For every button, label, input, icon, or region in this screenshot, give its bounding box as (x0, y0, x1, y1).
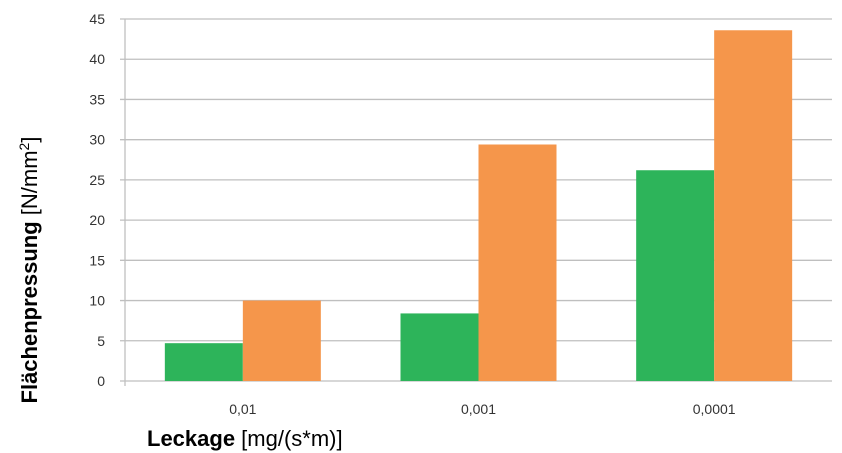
y-tick-label: 25 (89, 172, 105, 188)
bar-series2-1 (242, 300, 321, 381)
bar-series1-1 (164, 343, 243, 381)
x-tick-label: 0,01 (229, 401, 256, 417)
x-tick-label: 0,0001 (693, 401, 736, 417)
y-tick-label: 40 (89, 51, 105, 67)
x-axis-label-bold: Leckage (147, 426, 235, 451)
x-axis-label: Leckage [mg/(s*m)] (147, 426, 343, 451)
bar-series2-2 (478, 144, 557, 381)
bar-series2-3 (714, 30, 793, 382)
y-tick-label: 35 (89, 91, 105, 107)
x-axis-label-unit: [mg/(s*m)] (235, 426, 343, 451)
y-tick-label: 0 (97, 373, 105, 389)
x-tick-label: 0,001 (461, 401, 496, 417)
bar-series1-3 (636, 170, 715, 381)
y-tick-label: 10 (89, 293, 105, 309)
gridlines (120, 18, 832, 386)
bar-series1-2 (400, 313, 479, 381)
y-tick-label: 15 (89, 252, 105, 268)
y-axis-label: Flächenpressung [N/mm2] (16, 137, 42, 404)
y-axis-label-unit: [N/mm (17, 150, 42, 221)
y-tick-label: 30 (89, 132, 105, 148)
y-axis-label-bold: Flächenpressung (17, 221, 42, 403)
bars (164, 30, 793, 382)
y-axis-label-end: ] (17, 137, 42, 143)
y-tick-label: 5 (97, 333, 105, 349)
y-tick-label: 45 (89, 11, 105, 27)
y-axis-label-sup: 2 (16, 142, 32, 150)
y-tick-label: 20 (89, 212, 105, 228)
y-axis-ticks: 0 5 10 15 20 25 30 35 40 45 (89, 11, 105, 389)
x-axis-ticks: 0,01 0,001 0,0001 (229, 401, 736, 417)
